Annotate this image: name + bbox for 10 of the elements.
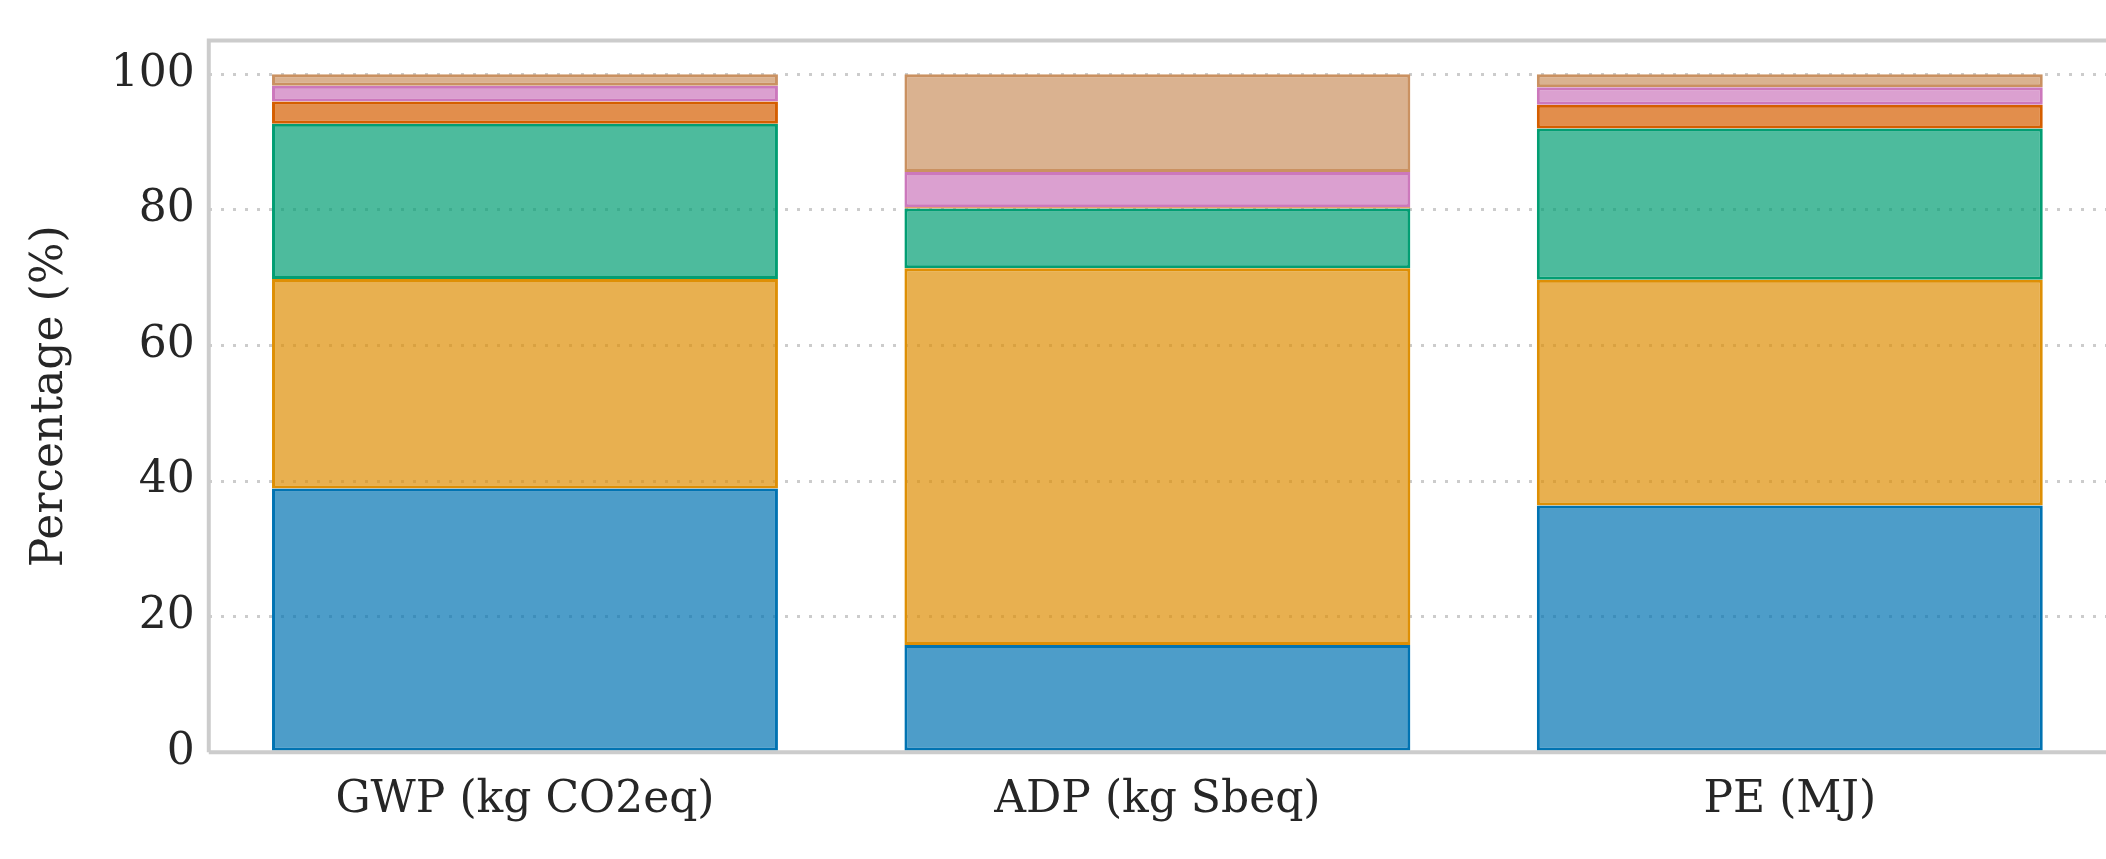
y-tick-label: 20 [138,587,195,639]
y-tick-label: 60 [138,315,195,367]
y-axis-title: Percentage (%) [20,225,72,568]
y-tick-label: 100 [110,44,195,96]
x-tick-label: PE (MJ) [1703,771,1877,823]
x-tick-label: GWP (kg CO2eq) [335,771,715,823]
x-tick-label: ADP (kg Sbeq) [993,771,1321,823]
y-tick-label: 40 [138,451,195,503]
y-tick-label: 0 [166,722,195,774]
y-tick-label: 80 [138,180,195,232]
